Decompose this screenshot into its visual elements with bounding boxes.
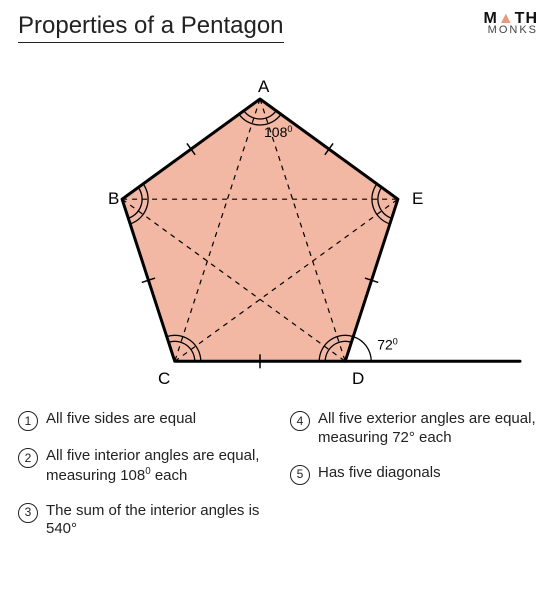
brand-logo: M▲TH MONKS — [484, 12, 539, 36]
vertex-label: A — [258, 77, 270, 96]
properties-list: 1 All five sides are equal 2 All five inter… — [18, 410, 538, 555]
property-text: All five exterior angles are equal, meas… — [318, 410, 538, 448]
logo-text-2: MONKS — [484, 26, 539, 36]
property-number: 5 — [290, 465, 310, 485]
property-item: 1 All five sides are equal — [18, 410, 266, 431]
property-text: All five sides are equal — [46, 410, 266, 429]
exterior-angle-arc — [353, 337, 371, 362]
property-text: Has five diagonals — [318, 464, 538, 483]
property-item: 4 All five exterior angles are equal, mea… — [290, 410, 538, 448]
properties-col-2: 4 All five exterior angles are equal, mea… — [290, 410, 538, 555]
property-number: 1 — [18, 411, 38, 431]
vertex-label: D — [352, 369, 364, 388]
exterior-angle-label: 720 — [377, 336, 398, 352]
pentagon-shape — [122, 99, 398, 361]
property-text: The sum of the interior angles is 540° — [46, 502, 266, 540]
pentagon-diagram: ABCDE1080720 — [0, 44, 556, 404]
vertex-label: C — [158, 369, 170, 388]
property-item: 5 Has five diagonals — [290, 464, 538, 485]
vertex-label: B — [108, 189, 119, 208]
property-item: 3 The sum of the interior angles is 540° — [18, 502, 266, 540]
property-number: 3 — [18, 503, 38, 523]
properties-col-1: 1 All five sides are equal 2 All five inter… — [18, 410, 266, 555]
property-number: 2 — [18, 448, 38, 468]
property-item: 2 All five interior angles are equal, mea… — [18, 447, 266, 486]
vertex-label: E — [412, 189, 423, 208]
page-title: Properties of a Pentagon — [18, 12, 284, 43]
property-number: 4 — [290, 411, 310, 431]
property-text: All five interior angles are equal, meas… — [46, 447, 266, 486]
